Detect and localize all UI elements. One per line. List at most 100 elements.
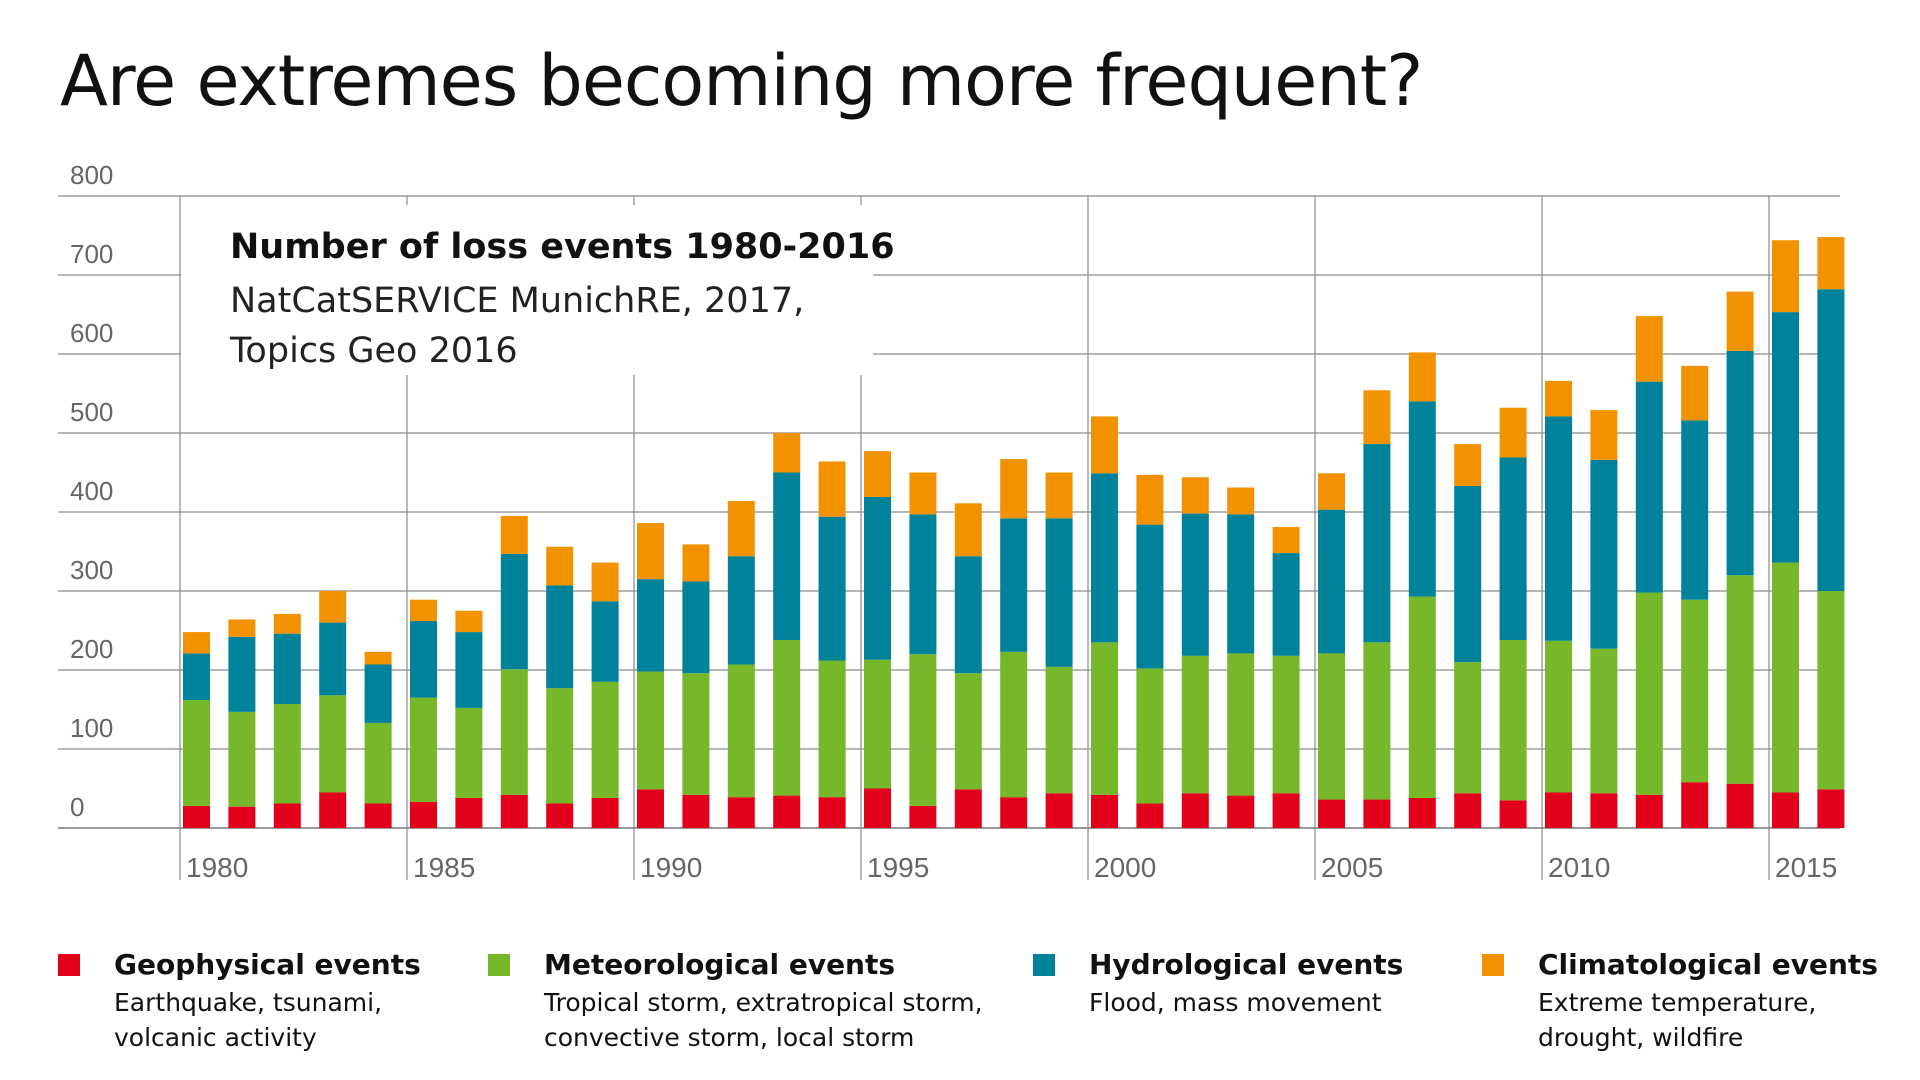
- bar-climatological-events-1987: [500, 515, 528, 554]
- bar-geophysical-events-1984: [364, 803, 392, 828]
- bar-meteorological-events-1986: [455, 707, 483, 798]
- bar-geophysical-events-1983: [319, 792, 347, 828]
- bar-geophysical-events-1987: [500, 794, 528, 828]
- bar-geophysical-events-1997: [954, 789, 982, 828]
- bar-geophysical-events-2013: [1681, 782, 1709, 828]
- x-tick-label: 1990: [640, 852, 702, 883]
- bar-climatological-events-2005: [1318, 473, 1345, 510]
- bar-climatological-events-1990: [637, 523, 664, 580]
- bar-climatological-events-2015: [1772, 240, 1799, 313]
- bar-geophysical-events-1999: [1045, 793, 1073, 828]
- bar-hydrological-events-2013: [1681, 420, 1709, 600]
- x-tick-label: 1995: [867, 852, 929, 883]
- bar-meteorological-events-1983: [319, 695, 347, 793]
- bar-geophysical-events-1981: [228, 806, 256, 828]
- annotation-box: [181, 205, 873, 375]
- bar-meteorological-events-1980: [183, 700, 210, 806]
- bar-geophysical-events-2008: [1454, 793, 1482, 828]
- bar-geophysical-events-1986: [455, 797, 483, 828]
- bar-hydrological-events-2005: [1318, 509, 1345, 654]
- bar-hydrological-events-2004: [1272, 553, 1300, 656]
- bar-hydrological-events-2014: [1726, 350, 1754, 576]
- bar-hydrological-events-1993: [773, 472, 801, 640]
- bar-hydrological-events-1999: [1045, 518, 1073, 667]
- y-tick-label: 800: [70, 160, 113, 190]
- x-tick-label: 2005: [1321, 852, 1383, 883]
- bar-hydrological-events-1994: [818, 516, 846, 661]
- bar-meteorological-events-1989: [591, 681, 619, 798]
- bar-meteorological-events-1988: [546, 688, 574, 804]
- bar-hydrological-events-1990: [637, 579, 664, 672]
- bar-hydrological-events-2009: [1499, 457, 1527, 640]
- x-tick-label: 2000: [1094, 852, 1156, 883]
- bar-climatological-events-1981: [228, 619, 256, 637]
- bar-meteorological-events-2001: [1136, 668, 1164, 804]
- bar-meteorological-events-1994: [818, 660, 846, 798]
- bar-geophysical-events-2005: [1318, 799, 1345, 828]
- bar-hydrological-events-2012: [1635, 381, 1663, 593]
- legend-description: Tropical storm, extratropical storm, con…: [544, 988, 983, 1052]
- bar-geophysical-events-1980: [183, 805, 210, 828]
- bar-meteorological-events-1992: [727, 664, 755, 798]
- bar-meteorological-events-2009: [1499, 639, 1527, 801]
- bar-climatological-events-2009: [1499, 407, 1527, 458]
- legend-label: Geophysical events: [114, 948, 421, 981]
- bar-hydrological-events-1980: [183, 653, 210, 701]
- bar-hydrological-events-2003: [1227, 514, 1255, 654]
- bar-climatological-events-1983: [319, 591, 347, 623]
- bar-climatological-events-1989: [591, 562, 619, 602]
- bar-geophysical-events-1993: [773, 795, 801, 828]
- bar-geophysical-events-2016: [1817, 789, 1845, 828]
- bar-climatological-events-2013: [1681, 365, 1709, 421]
- bar-geophysical-events-1991: [682, 794, 710, 828]
- bar-hydrological-events-1981: [228, 636, 256, 712]
- y-tick-label: 500: [70, 397, 113, 427]
- bar-hydrological-events-2010: [1545, 416, 1572, 641]
- bar-climatological-events-1993: [773, 433, 801, 473]
- bar-hydrological-events-1989: [591, 601, 619, 682]
- bar-hydrological-events-1996: [909, 514, 937, 655]
- bar-climatological-events-1996: [909, 472, 937, 515]
- bar-meteorological-events-2011: [1590, 648, 1618, 794]
- annotation-source: NatCatSERVICE MunichRE, 2017,: [230, 281, 804, 321]
- x-tick-label: 1985: [413, 852, 475, 883]
- legend-swatch: [58, 954, 80, 976]
- bar-climatological-events-1997: [954, 503, 982, 557]
- bar-meteorological-events-1990: [637, 671, 664, 790]
- bar-meteorological-events-2003: [1227, 653, 1255, 796]
- bar-geophysical-events-1982: [273, 803, 301, 828]
- bar-climatological-events-1980: [183, 632, 210, 654]
- bar-climatological-events-2014: [1726, 291, 1754, 351]
- bar-climatological-events-1998: [1000, 459, 1028, 519]
- bar-hydrological-events-1984: [364, 664, 392, 723]
- y-tick-label: 100: [70, 713, 113, 743]
- bar-meteorological-events-1998: [1000, 651, 1028, 798]
- bar-geophysical-events-1998: [1000, 797, 1028, 828]
- bar-climatological-events-1986: [455, 610, 483, 633]
- y-tick-label: 0: [70, 792, 84, 822]
- chart-title: Are extremes becoming more frequent?: [60, 40, 1423, 122]
- legend-description: Extreme temperature, drought, wildfire: [1538, 988, 1817, 1052]
- bar-climatological-events-1991: [682, 544, 710, 582]
- bar-geophysical-events-2009: [1499, 800, 1527, 828]
- bar-meteorological-events-1982: [273, 703, 301, 804]
- bar-climatological-events-1992: [727, 500, 755, 557]
- bar-meteorological-events-1997: [954, 673, 982, 790]
- bar-geophysical-events-2002: [1181, 793, 1209, 828]
- legend-label: Climatological events: [1538, 948, 1878, 981]
- annotation-source: Topics Geo 2016: [229, 331, 518, 371]
- bar-geophysical-events-1989: [591, 797, 619, 828]
- bar-geophysical-events-1992: [727, 797, 755, 828]
- bar-hydrological-events-2001: [1136, 524, 1164, 669]
- bar-climatological-events-1984: [364, 651, 392, 665]
- legend-label: Hydrological events: [1089, 948, 1404, 981]
- bar-meteorological-events-2007: [1408, 596, 1436, 798]
- bar-meteorological-events-2015: [1772, 562, 1799, 793]
- bar-geophysical-events-2007: [1408, 797, 1436, 828]
- bar-hydrological-events-1992: [727, 556, 755, 665]
- bar-hydrological-events-1988: [546, 585, 574, 689]
- bar-climatological-events-2012: [1635, 316, 1663, 382]
- x-tick-label: 2015: [1775, 852, 1837, 883]
- y-tick-label: 400: [70, 476, 113, 506]
- bar-meteorological-events-2005: [1318, 653, 1345, 800]
